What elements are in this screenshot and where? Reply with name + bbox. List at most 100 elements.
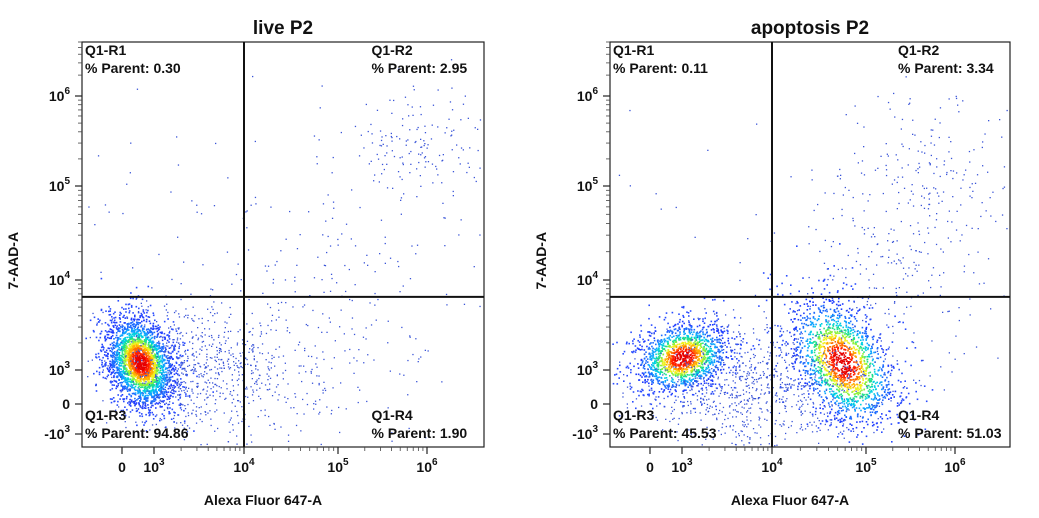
event-dot — [671, 362, 673, 364]
event-dot — [139, 348, 141, 350]
event-dot — [139, 371, 142, 373]
event-dot — [147, 382, 150, 384]
event-dot — [155, 380, 158, 382]
event-dot — [140, 362, 142, 364]
event-dot — [248, 298, 250, 301]
event-dot — [720, 372, 723, 374]
event-dot — [164, 386, 167, 389]
event-dot — [220, 387, 222, 389]
event-dot — [176, 357, 178, 359]
event-dot — [713, 359, 716, 361]
event-dot — [124, 370, 126, 373]
event-dot — [647, 378, 649, 381]
event-dot — [689, 341, 691, 344]
event-dot — [130, 346, 133, 349]
event-dot — [407, 104, 409, 106]
event-dot — [117, 336, 119, 339]
event-dot — [169, 401, 171, 403]
event-dot — [678, 358, 681, 361]
event-dot — [137, 347, 140, 349]
event-dot — [122, 385, 125, 388]
event-dot — [304, 349, 306, 352]
event-dot — [218, 363, 220, 365]
event-dot — [673, 344, 675, 346]
event-dot — [184, 408, 187, 410]
event-dot — [657, 366, 660, 368]
event-dot — [150, 373, 153, 375]
event-dot — [142, 340, 145, 343]
event-dot — [709, 351, 711, 353]
event-dot — [128, 349, 131, 352]
event-dot — [275, 386, 278, 388]
event-dot — [164, 380, 166, 383]
event-dot — [130, 142, 132, 144]
event-dot — [133, 331, 136, 333]
event-dot — [223, 367, 225, 369]
event-dot — [114, 356, 117, 359]
event-dot — [151, 367, 154, 369]
event-dot — [124, 332, 126, 334]
event-dot — [294, 349, 296, 351]
event-dot — [631, 351, 633, 353]
event-dot — [159, 393, 162, 395]
event-dot — [408, 152, 410, 155]
event-dot — [109, 350, 111, 352]
event-dot — [667, 330, 669, 332]
event-dot — [185, 353, 187, 355]
event-dot — [687, 361, 689, 364]
event-dot — [278, 394, 280, 396]
event-dot — [187, 317, 189, 319]
event-dot — [137, 383, 140, 386]
event-dot — [403, 374, 405, 376]
event-dot — [236, 344, 238, 346]
event-dot — [169, 412, 171, 415]
event-dot — [167, 372, 169, 374]
event-dot — [131, 392, 134, 395]
event-dot — [132, 297, 134, 300]
event-dot — [131, 358, 133, 361]
event-dot — [738, 359, 740, 362]
event-dot — [138, 339, 140, 342]
event-dot — [197, 393, 199, 395]
event-dot — [639, 334, 641, 336]
event-dot — [137, 368, 140, 370]
event-dot — [237, 422, 240, 424]
event-dot — [242, 343, 244, 345]
event-dot — [141, 413, 143, 415]
event-dot — [122, 331, 124, 334]
event-dot — [177, 387, 180, 389]
event-dot — [349, 348, 351, 351]
event-dot — [665, 364, 668, 366]
event-dot — [656, 370, 658, 372]
event-dot — [123, 373, 126, 375]
event-dot — [143, 328, 145, 330]
event-dot — [687, 312, 690, 314]
event-dot — [122, 398, 124, 400]
event-dot — [248, 351, 250, 353]
event-dot — [132, 356, 134, 358]
event-dot — [127, 339, 130, 341]
event-dot — [665, 387, 667, 389]
event-dot — [391, 432, 393, 434]
event-dot — [180, 362, 182, 364]
event-dot — [657, 371, 660, 373]
event-dot — [177, 327, 179, 329]
event-dot — [703, 297, 706, 300]
event-dot — [130, 292, 132, 294]
event-dot — [163, 332, 166, 335]
event-dot — [126, 323, 128, 326]
event-dot — [343, 333, 345, 335]
event-dot — [157, 354, 159, 356]
event-dot — [155, 343, 157, 346]
event-dot — [128, 336, 130, 338]
event-dot — [147, 360, 150, 362]
event-dot — [137, 336, 139, 339]
event-dot — [703, 355, 705, 358]
event-dot — [146, 300, 148, 302]
event-dot — [191, 354, 194, 356]
event-dot — [172, 321, 175, 323]
event-dot — [696, 349, 699, 351]
event-dot — [110, 373, 112, 376]
event-dot — [137, 333, 140, 335]
event-dot — [200, 335, 202, 337]
